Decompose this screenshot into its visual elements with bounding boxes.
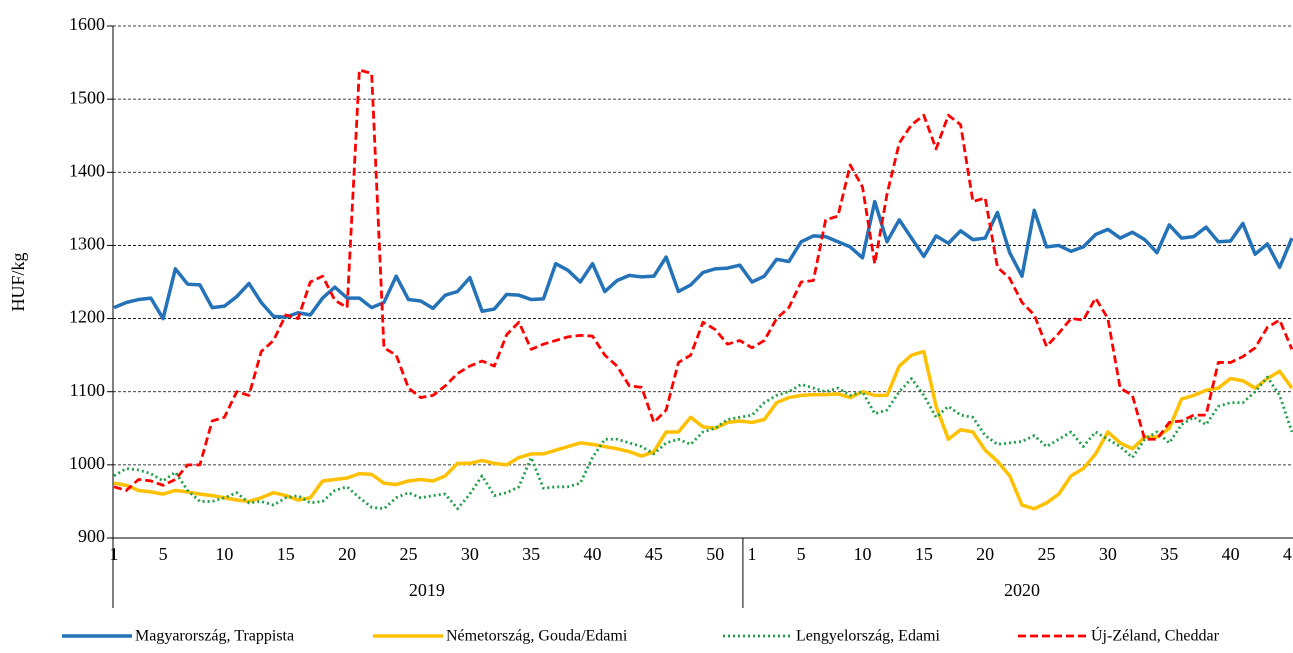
x-tick-label: 25	[399, 544, 417, 564]
series-line	[113, 199, 1293, 321]
x-tick-label: 5	[797, 544, 806, 564]
x-tick-label: 1	[110, 544, 119, 564]
group-label: 2020	[1004, 580, 1040, 600]
series-line	[113, 375, 1293, 511]
x-tick-label: 40	[1222, 544, 1240, 564]
x-tick-label: 10	[853, 544, 871, 564]
y-tick-label: 1300	[69, 234, 105, 254]
legend-label: Új-Zéland, Cheddar	[1091, 626, 1220, 645]
legend-label: Lengyelország, Edami	[796, 628, 941, 645]
x-tick-label: 30	[1099, 544, 1117, 564]
y-axis-label: HUF/kg	[8, 252, 28, 311]
x-tick-label: 45	[645, 544, 663, 564]
series-line	[113, 68, 1293, 492]
y-tick-label: 1200	[69, 307, 105, 327]
x-tick-label: 15	[277, 544, 295, 564]
x-tick-label: 20	[976, 544, 994, 564]
x-tick-label: 40	[584, 544, 602, 564]
x-tick-label: 5	[159, 544, 168, 564]
legend-label: Magyarország, Trappista	[135, 628, 294, 645]
x-tick-label: 10	[215, 544, 233, 564]
y-tick-label: 900	[78, 526, 105, 546]
x-tick-label: 35	[1160, 544, 1178, 564]
x-tick-label: 45	[1283, 544, 1293, 564]
group-label: 2019	[409, 580, 445, 600]
x-tick-label: 50	[706, 544, 724, 564]
y-tick-label: 1600	[69, 14, 105, 34]
x-tick-label: 30	[461, 544, 479, 564]
x-tick-label: 25	[1038, 544, 1056, 564]
x-tick-label: 20	[338, 544, 356, 564]
x-tick-label: 1	[748, 544, 757, 564]
y-tick-label: 1100	[70, 380, 105, 400]
y-tick-label: 1000	[69, 453, 105, 473]
series-line	[113, 349, 1293, 511]
y-tick-label: 1500	[69, 87, 105, 107]
x-tick-label: 35	[522, 544, 540, 564]
legend-label: Németország, Gouda/Edami	[446, 628, 628, 645]
x-tick-label: 15	[915, 544, 933, 564]
y-tick-label: 1400	[69, 160, 105, 180]
